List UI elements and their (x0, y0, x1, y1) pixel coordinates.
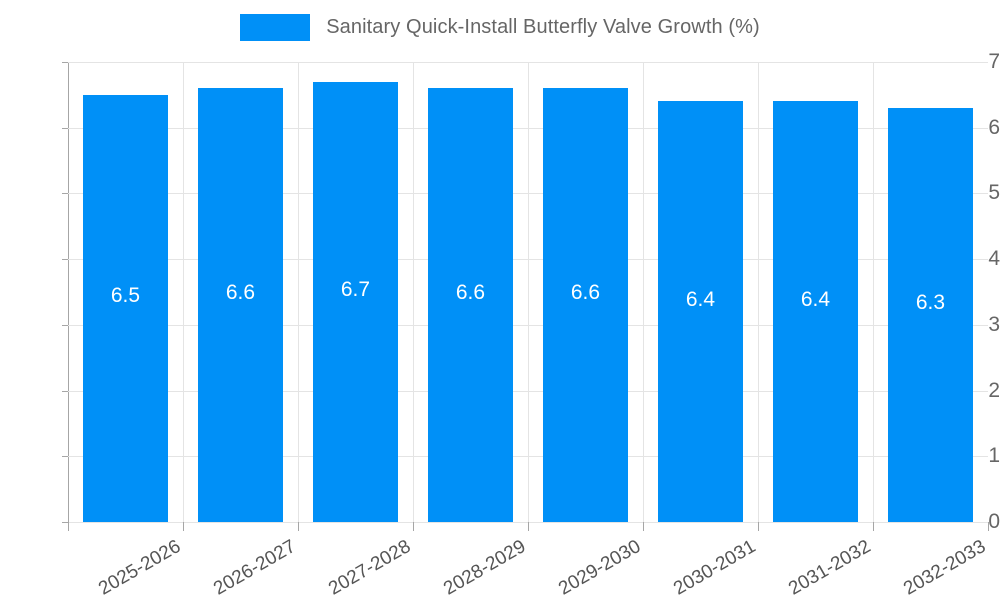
bar-value-label: 6.3 (915, 291, 946, 314)
plot-area: 6.5 6.6 6.7 6.6 6.6 6.4 6.4 6.3 (68, 62, 988, 523)
x-axis-tick-mark (873, 522, 874, 531)
y-axis-tick-mark (62, 259, 69, 261)
bar[interactable] (772, 101, 859, 522)
bar[interactable] (542, 88, 629, 522)
gridline-vertical (183, 62, 184, 522)
gridline-vertical (758, 62, 759, 522)
y-axis-line (68, 62, 69, 523)
bar-value-label: 6.7 (340, 277, 371, 301)
gridline-vertical (528, 62, 529, 522)
bar[interactable] (657, 101, 744, 522)
bar[interactable] (427, 88, 514, 522)
x-axis-tick-mark (68, 522, 69, 531)
bar-value-label: 6.5 (110, 284, 141, 308)
x-axis-tick-label: 2025-2026 (95, 536, 185, 600)
x-axis-tick-label: 2032-2033 (900, 536, 990, 600)
x-axis-tick-mark (988, 522, 989, 531)
x-axis-tick-label: 2028-2029 (440, 536, 530, 600)
bar-value-label: 6.4 (685, 287, 716, 311)
x-axis-tick-label: 2027-2028 (325, 536, 415, 600)
y-axis-tick-mark (62, 127, 69, 129)
y-axis-tick-mark (62, 324, 69, 326)
gridline-vertical (643, 62, 644, 522)
x-axis-tick-label: 2030-2031 (670, 536, 760, 600)
bar[interactable] (197, 88, 284, 522)
y-axis-tick-label: 4 (988, 247, 1000, 271)
x-axis-tick-mark (758, 522, 759, 531)
x-axis-tick-mark (528, 522, 529, 531)
x-axis-tick-mark (298, 522, 299, 531)
y-axis-tick-label: 3 (988, 312, 1000, 336)
bar-value-label: 6.6 (225, 281, 256, 305)
y-axis-tick-label: 7 (988, 50, 1000, 73)
bar[interactable] (312, 81, 399, 522)
y-axis-tick-mark (62, 456, 69, 458)
y-axis-tick-mark (62, 193, 69, 195)
y-axis-tick-label: 6 (988, 115, 1000, 139)
y-axis-tick-mark (62, 522, 69, 523)
x-axis-tick-label: 2031-2032 (785, 536, 875, 600)
bar-value-label: 6.6 (570, 281, 601, 305)
y-axis-tick-mark (62, 390, 69, 392)
legend-color-swatch-icon (240, 14, 311, 41)
legend-item-label: Sanitary Quick-Install Butterfly Valve G… (326, 16, 760, 38)
chart-legend: Sanitary Quick-Install Butterfly Valve G… (0, 14, 1000, 41)
gridline-vertical (413, 62, 414, 522)
x-axis-tick-label: 2026-2027 (210, 536, 300, 600)
x-axis-tick-label: 2029-2030 (555, 536, 645, 600)
bar[interactable] (887, 108, 974, 522)
y-axis-tick-label: 0 (988, 510, 1000, 533)
y-axis-tick-label: 2 (988, 378, 1000, 402)
gridline-vertical (873, 62, 874, 522)
x-axis-tick-mark (643, 522, 644, 531)
x-axis-tick-mark (183, 522, 184, 531)
y-axis-tick-label: 1 (988, 444, 1000, 468)
y-axis-tick-mark (62, 62, 69, 63)
bar-value-label: 6.4 (800, 287, 831, 311)
legend-item-series-1[interactable]: Sanitary Quick-Install Butterfly Valve G… (240, 14, 760, 41)
gridline-vertical (298, 62, 299, 522)
bar-value-label: 6.6 (455, 281, 486, 305)
bar[interactable] (82, 94, 169, 522)
y-axis-tick-label: 5 (988, 181, 1000, 205)
x-axis-tick-mark (413, 522, 414, 531)
